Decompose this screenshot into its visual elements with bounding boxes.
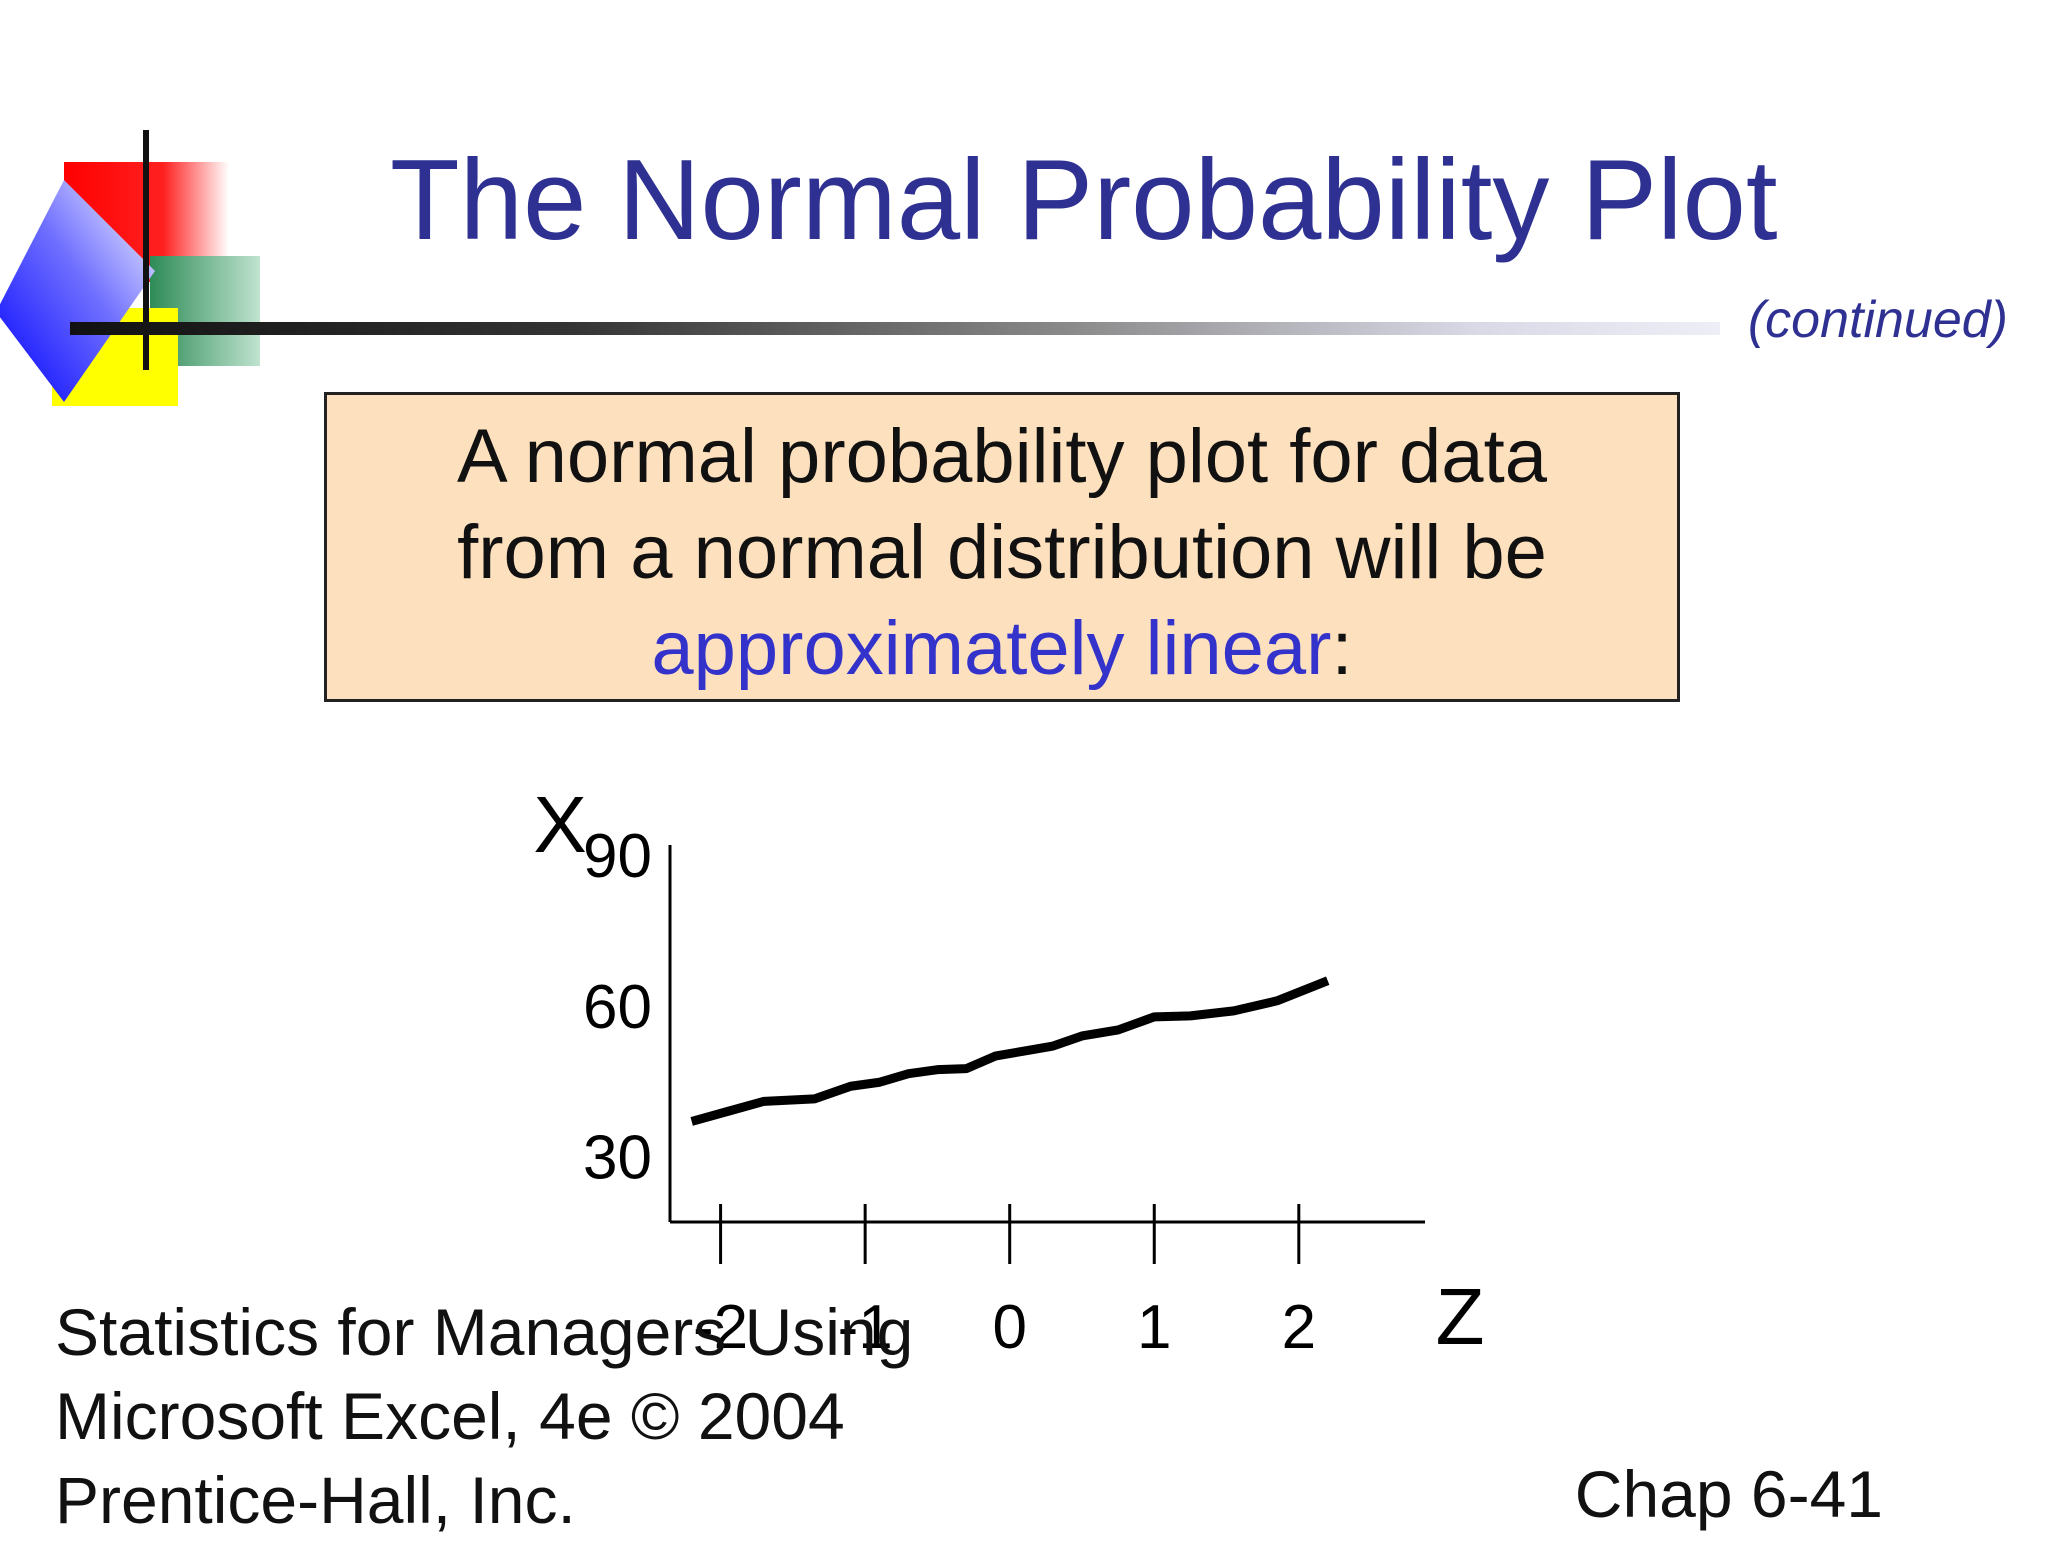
normal-probability-chart: -2 -1 0 1 2 30 60 90X Z bbox=[533, 780, 1485, 1362]
slide-logo-graphic bbox=[0, 130, 260, 406]
footer-line-3: Prentice-Hall, Inc. bbox=[55, 1463, 576, 1537]
x-tick-label: -1 bbox=[838, 1293, 893, 1362]
x-tick-label: 0 bbox=[992, 1293, 1026, 1362]
footer-line-2: Microsoft Excel, 4e © 2004 bbox=[55, 1379, 845, 1453]
page-number: Chap 6-41 bbox=[1574, 1457, 1883, 1531]
x-tick-label: 1 bbox=[1137, 1293, 1171, 1362]
continued-label: (continued) bbox=[1747, 291, 2008, 349]
y-tick-label: 60 bbox=[583, 973, 652, 1042]
callout-line-3: approximately linear: bbox=[327, 601, 1677, 697]
callout-box: A normal probability plot for data from … bbox=[324, 392, 1680, 702]
callout-colon: : bbox=[1331, 606, 1353, 691]
callout-line-2: from a normal distribution will be bbox=[457, 510, 1547, 595]
footer-line-1: Statistics for Managers Using bbox=[55, 1295, 914, 1369]
footer-citation: Statistics for Managers Using Microsoft … bbox=[55, 1290, 913, 1542]
slide-title: The Normal Probability Plot bbox=[390, 137, 1778, 264]
y-tick-label: 90 bbox=[583, 822, 652, 891]
y-tick-label: 30 bbox=[583, 1124, 652, 1193]
x-tick-label: 2 bbox=[1282, 1293, 1316, 1362]
callout-accent-text: approximately linear bbox=[651, 606, 1332, 691]
x-tick-label: -2 bbox=[693, 1293, 748, 1362]
title-underline-rule bbox=[70, 322, 1720, 335]
callout-line-1: A normal probability plot for data bbox=[457, 414, 1547, 499]
series-line bbox=[690, 976, 1330, 1126]
x-axis-title: Z bbox=[1436, 1272, 1485, 1361]
y-axis-title: X bbox=[533, 780, 586, 869]
